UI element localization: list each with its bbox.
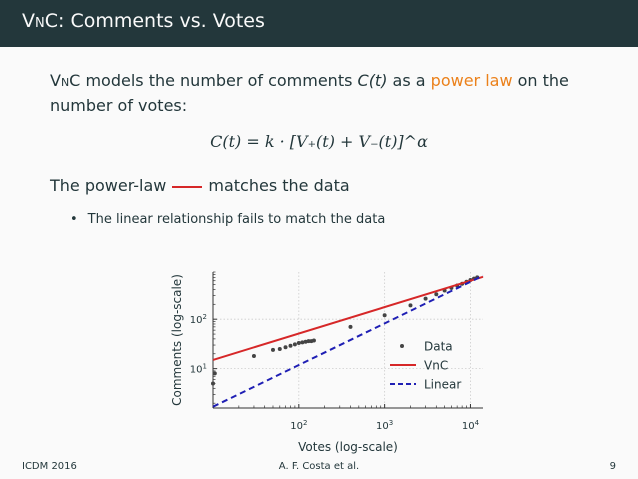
x-axis-label: Votes (log-scale): [298, 440, 398, 454]
data-point: [270, 347, 275, 352]
data-point: [434, 292, 439, 297]
formula: C(t) = k · [V₊(t) + V₋(t)]^α: [210, 132, 428, 151]
bullet-marker: •: [70, 212, 78, 227]
para-end: on the number of votes:: [50, 71, 569, 115]
x-tick-label: 104: [462, 419, 480, 432]
power-law-highlight: power law: [430, 71, 513, 90]
footer-left: ICDM 2016: [22, 461, 77, 472]
bullet-item: • The linear relationship fails to match …: [70, 212, 385, 227]
data-point: [288, 343, 293, 348]
data-point: [348, 324, 353, 329]
data-point: [296, 341, 301, 346]
data-point: [306, 339, 311, 344]
x-tick-label: 103: [376, 419, 393, 432]
slide-title: VnC: Comments vs. Votes: [22, 10, 265, 32]
data-point: [283, 345, 288, 350]
data-point: [311, 338, 316, 343]
data-point: [382, 313, 387, 318]
footer-center: A. F. Costa et al.: [278, 461, 360, 472]
para-mid2: as a: [387, 71, 431, 90]
y-axis-label: Comments (log-scale): [170, 274, 184, 406]
data-point: [251, 354, 256, 359]
legend-label: Data: [424, 340, 453, 354]
data-point: [300, 340, 305, 345]
y-tick-label: 102: [190, 313, 207, 326]
para-prefix: VnC: [50, 71, 81, 90]
slide-title-rest: : Comments vs. Votes: [58, 10, 265, 32]
intro-paragraph: VnC models the number of comments C(t) a…: [50, 68, 610, 118]
legend-label: VnC: [424, 359, 448, 373]
x-tick-label: 102: [290, 419, 307, 432]
data-point: [211, 381, 215, 386]
y-tick-label: 101: [190, 363, 207, 376]
linear-series-line: [212, 274, 484, 408]
vnc-series-line: [212, 275, 484, 361]
para-mid: models the number of comments: [80, 71, 358, 90]
legend-data-marker: [400, 344, 404, 348]
data-point: [277, 346, 282, 351]
data-point: [303, 339, 308, 344]
red-line-icon: [172, 185, 203, 188]
legend-label: Linear: [424, 378, 461, 392]
bullet-text: The linear relationship fails to match t…: [87, 212, 386, 227]
footer-right: 9: [609, 461, 616, 472]
powerlaw-statement: The power-law matches the data: [50, 176, 350, 195]
data-point: [423, 296, 428, 301]
data-point: [408, 303, 413, 308]
slide-header: VnC: Comments vs. Votes: [0, 0, 638, 47]
powerlaw-after: matches the data: [208, 176, 350, 195]
data-point: [292, 342, 297, 347]
para-ct: C(t): [357, 71, 388, 90]
powerlaw-before: The power-law: [50, 176, 167, 195]
slide-title-prefix: VnC: [22, 10, 58, 32]
data-point: [212, 371, 217, 376]
